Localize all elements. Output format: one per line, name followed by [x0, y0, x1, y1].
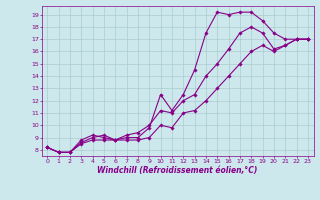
X-axis label: Windchill (Refroidissement éolien,°C): Windchill (Refroidissement éolien,°C) [97, 166, 258, 175]
